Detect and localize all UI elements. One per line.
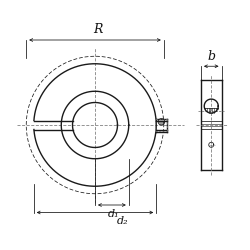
Text: R: R bbox=[93, 23, 102, 36]
Text: d₁: d₁ bbox=[108, 209, 120, 219]
Text: d₂: d₂ bbox=[117, 216, 128, 226]
Text: b: b bbox=[207, 50, 215, 63]
